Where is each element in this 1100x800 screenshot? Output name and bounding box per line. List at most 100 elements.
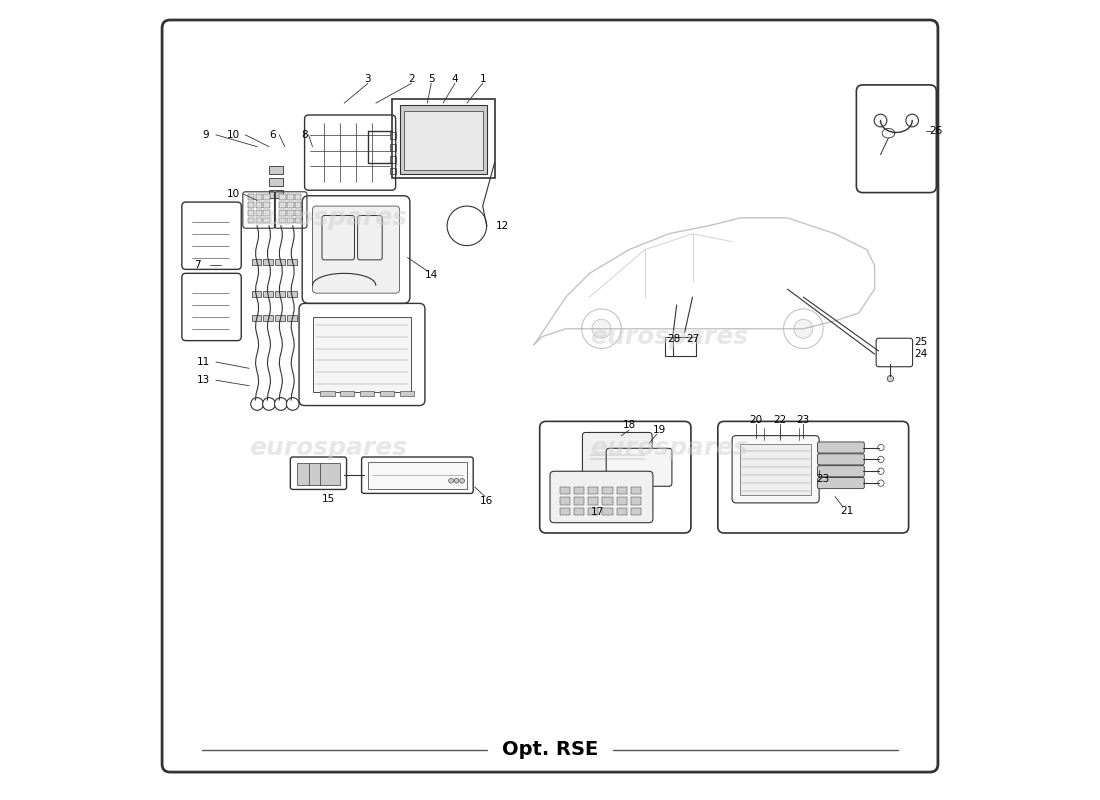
Text: Opt. RSE: Opt. RSE: [502, 741, 598, 759]
Bar: [263, 314, 273, 321]
Text: eurospares: eurospares: [590, 435, 748, 459]
Bar: [603, 508, 613, 514]
Bar: [574, 508, 584, 514]
Bar: [287, 218, 294, 223]
Text: 10: 10: [227, 189, 240, 199]
Circle shape: [888, 375, 893, 382]
Bar: [404, 111, 483, 170]
Circle shape: [906, 114, 918, 127]
Bar: [664, 337, 696, 357]
Text: 22: 22: [773, 414, 786, 425]
Bar: [320, 391, 334, 396]
Bar: [263, 218, 270, 223]
Bar: [270, 166, 283, 174]
Bar: [295, 194, 301, 200]
Text: eurospares: eurospares: [250, 435, 407, 459]
Bar: [255, 202, 262, 208]
Bar: [390, 133, 396, 138]
Bar: [399, 391, 414, 396]
FancyBboxPatch shape: [733, 436, 820, 503]
Bar: [340, 391, 354, 396]
Bar: [255, 194, 262, 200]
Bar: [263, 210, 270, 215]
Bar: [297, 462, 340, 485]
Bar: [360, 391, 374, 396]
Bar: [248, 210, 254, 215]
Circle shape: [449, 478, 453, 483]
Text: 7: 7: [195, 261, 201, 270]
Circle shape: [878, 444, 884, 450]
Circle shape: [275, 398, 287, 410]
Bar: [275, 290, 285, 297]
Bar: [588, 487, 598, 494]
Text: 24: 24: [914, 349, 927, 359]
Bar: [390, 168, 396, 174]
Bar: [270, 178, 283, 186]
Bar: [279, 194, 286, 200]
Text: 6: 6: [270, 130, 276, 140]
Circle shape: [460, 478, 464, 483]
Bar: [399, 105, 486, 174]
Text: 3: 3: [364, 74, 371, 84]
FancyBboxPatch shape: [312, 206, 399, 293]
Text: eurospares: eurospares: [250, 206, 407, 230]
Text: 17: 17: [591, 507, 604, 518]
Bar: [574, 487, 584, 494]
Bar: [263, 290, 273, 297]
Text: 9: 9: [202, 130, 209, 140]
Bar: [616, 508, 627, 514]
Bar: [560, 487, 570, 494]
Text: 21: 21: [840, 506, 854, 516]
Circle shape: [794, 319, 813, 338]
Bar: [279, 202, 286, 208]
Text: 5: 5: [428, 74, 435, 84]
Bar: [390, 156, 396, 162]
Text: 13: 13: [197, 375, 210, 386]
Circle shape: [251, 398, 263, 410]
Bar: [287, 202, 294, 208]
Bar: [560, 498, 570, 505]
FancyBboxPatch shape: [162, 20, 938, 772]
Bar: [560, 508, 570, 514]
Bar: [616, 487, 627, 494]
Circle shape: [263, 398, 275, 410]
Bar: [275, 259, 285, 266]
Text: 1: 1: [480, 74, 486, 84]
Bar: [252, 314, 261, 321]
Bar: [263, 202, 270, 208]
Bar: [367, 462, 466, 489]
Bar: [630, 487, 641, 494]
Bar: [287, 194, 294, 200]
FancyBboxPatch shape: [606, 448, 672, 486]
Circle shape: [286, 398, 299, 410]
Text: 2: 2: [408, 74, 415, 84]
Text: 4: 4: [452, 74, 459, 84]
Bar: [263, 194, 270, 200]
Text: 10: 10: [227, 130, 240, 140]
Bar: [287, 259, 297, 266]
Bar: [392, 99, 495, 178]
Text: 23: 23: [816, 474, 829, 484]
FancyBboxPatch shape: [583, 433, 652, 474]
Bar: [295, 210, 301, 215]
Bar: [588, 498, 598, 505]
FancyBboxPatch shape: [817, 466, 865, 477]
Bar: [616, 498, 627, 505]
Bar: [252, 259, 261, 266]
Bar: [740, 443, 812, 495]
Bar: [574, 498, 584, 505]
FancyBboxPatch shape: [817, 454, 865, 465]
Text: 18: 18: [623, 420, 636, 430]
Text: 19: 19: [652, 425, 666, 435]
Bar: [603, 498, 613, 505]
Bar: [263, 259, 273, 266]
Bar: [255, 218, 262, 223]
Bar: [287, 314, 297, 321]
Text: 26: 26: [930, 126, 943, 136]
Circle shape: [454, 478, 459, 483]
Bar: [279, 210, 286, 215]
Bar: [295, 202, 301, 208]
Bar: [279, 218, 286, 223]
Text: 15: 15: [321, 494, 336, 504]
Text: 12: 12: [496, 221, 509, 231]
